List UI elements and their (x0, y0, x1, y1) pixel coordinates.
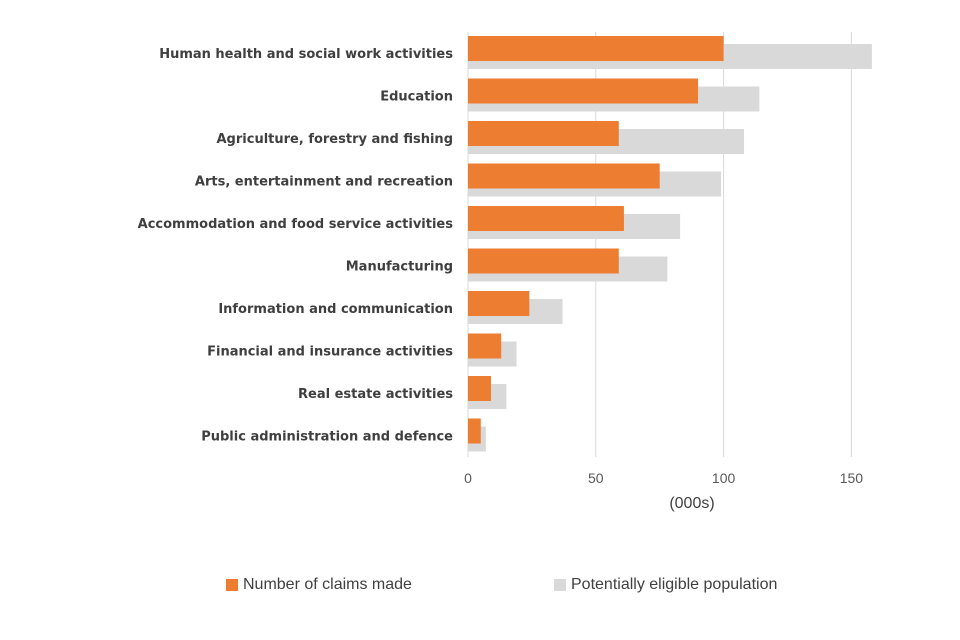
category-label: Arts, entertainment and recreation (195, 175, 453, 190)
legend-label-claims: Number of claims made (243, 576, 412, 593)
bar-chart: Human health and social work activities E… (138, 32, 872, 512)
bar-claims (468, 121, 619, 146)
category-label: Public administration and defence (201, 430, 453, 445)
bars (468, 36, 872, 452)
category-label: Manufacturing (346, 260, 453, 275)
bar-claims (468, 418, 481, 444)
x-tick-label: 0 (464, 470, 472, 486)
category-label: Financial and insurance activities (207, 345, 453, 360)
category-label: Real estate activities (298, 387, 453, 402)
bar-claims (468, 376, 492, 401)
legend-item-claims: Number of claims made (226, 576, 412, 594)
legend-swatch-eligible (554, 579, 566, 591)
bar-claims (468, 36, 724, 61)
bar-claims (468, 163, 660, 189)
x-tick-label: 50 (588, 470, 604, 486)
x-axis-title: (000s) (669, 495, 714, 512)
bar-claims (468, 78, 699, 104)
legend-swatch-claims (226, 579, 238, 591)
bar-claims (468, 206, 624, 231)
legend-item-eligible: Potentially eligible population (554, 576, 777, 594)
x-tick-labels: 0 50 100 150 (464, 470, 863, 486)
category-label: Human health and social work activities (159, 47, 453, 62)
legend-label-eligible: Potentially eligible population (571, 576, 778, 593)
legend: Number of claims made Potentially eligib… (0, 576, 960, 600)
category-labels: Human health and social work activities E… (138, 47, 454, 445)
bar-claims (468, 291, 530, 316)
category-label: Accommodation and food service activitie… (138, 217, 454, 232)
x-tick-label: 100 (712, 470, 736, 486)
bar-claims (468, 248, 619, 274)
category-label: Information and communication (218, 302, 453, 317)
category-label: Agriculture, forestry and fishing (217, 132, 454, 147)
category-label: Education (380, 90, 453, 105)
x-tick-label: 150 (840, 470, 864, 486)
bar-claims (468, 333, 502, 359)
